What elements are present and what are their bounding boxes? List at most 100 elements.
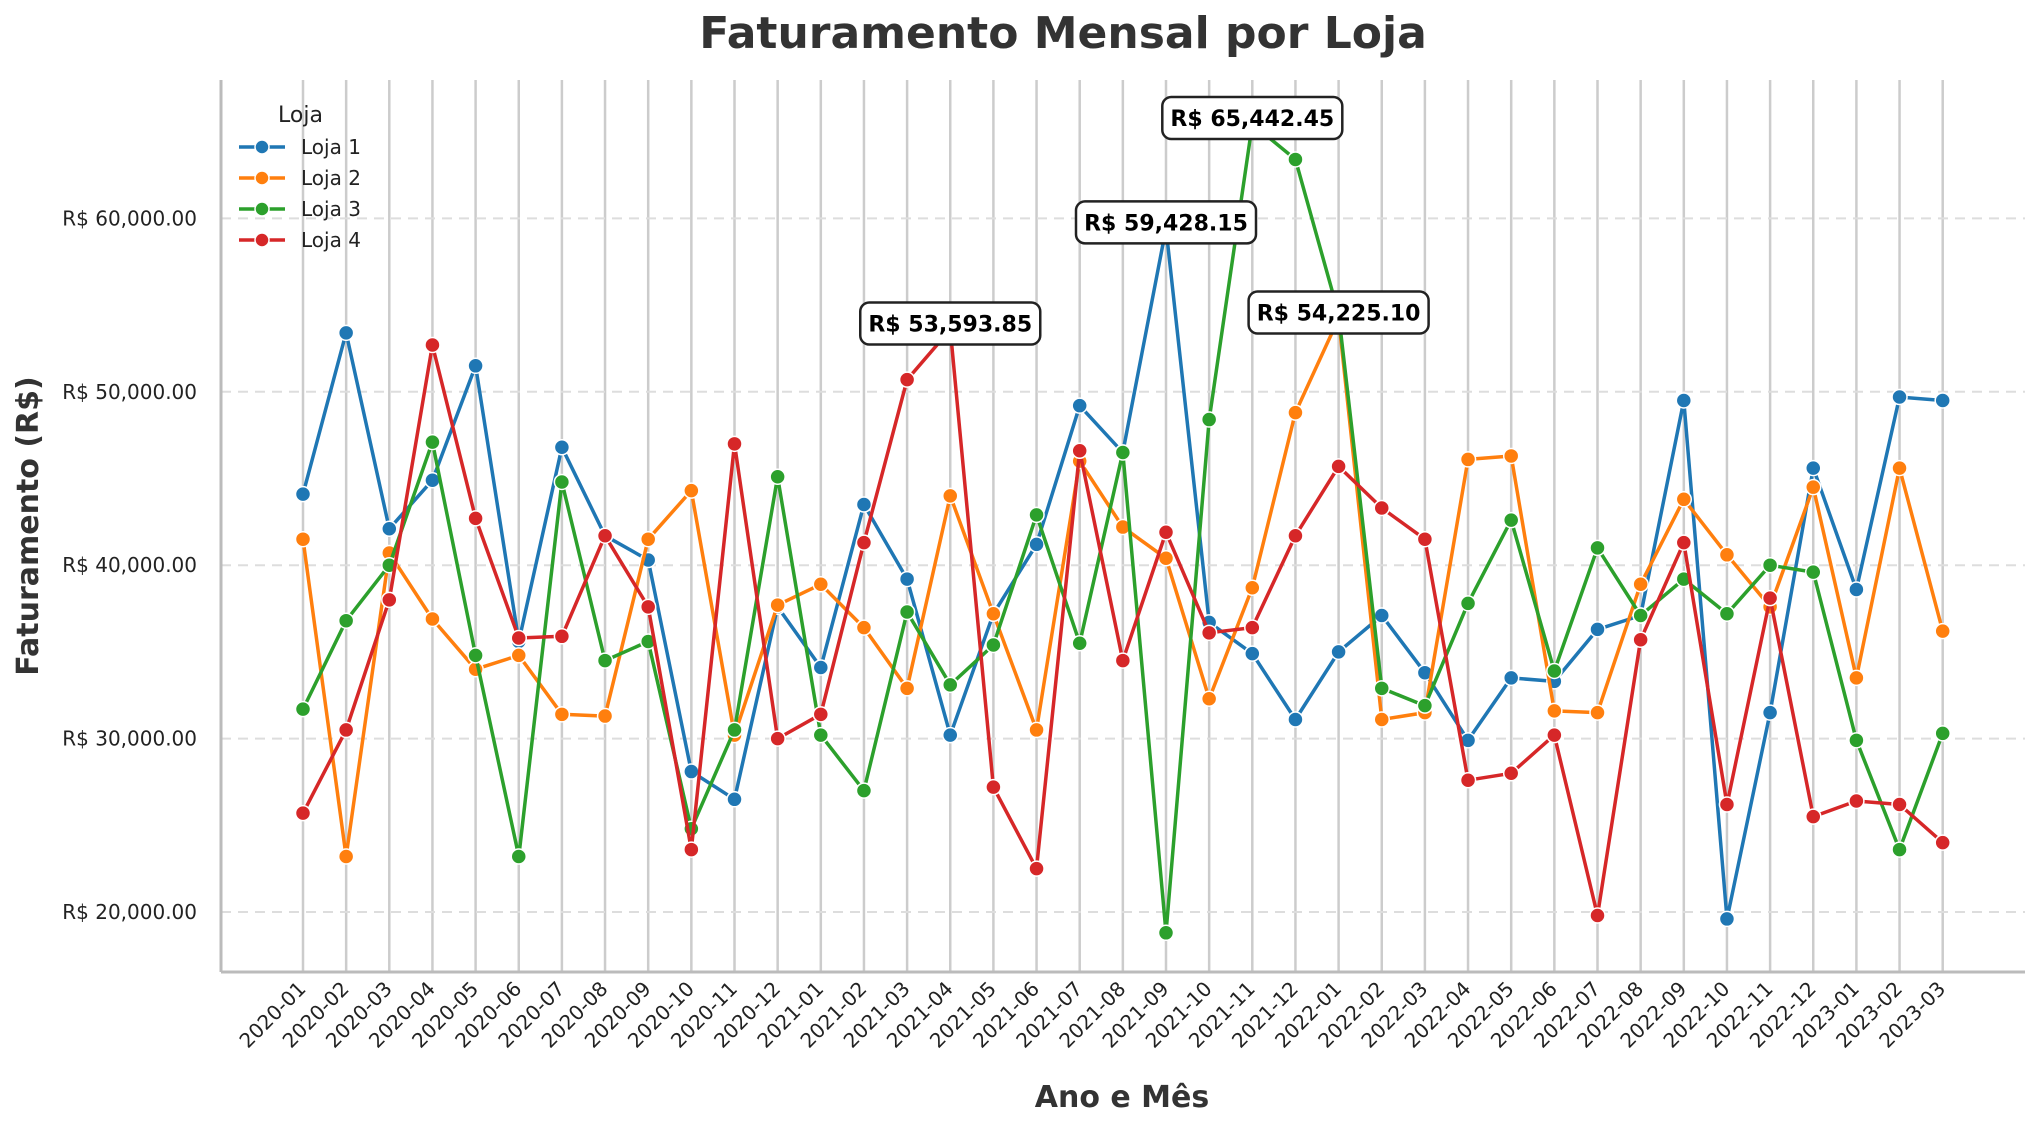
data-point	[1287, 404, 1304, 421]
data-point	[898, 371, 916, 388]
data-point	[510, 629, 527, 647]
y-tick-label: R$ 20,000.00	[62, 900, 197, 924]
data-point	[1891, 841, 1908, 858]
data-point	[467, 647, 484, 664]
data-point	[467, 510, 484, 527]
legend-marker	[254, 201, 270, 217]
data-point	[1114, 652, 1132, 669]
data-point	[1934, 834, 1951, 851]
data-point	[1891, 459, 1908, 477]
data-point	[596, 527, 614, 544]
data-point	[639, 598, 657, 616]
data-point	[812, 659, 830, 676]
data-point	[294, 804, 312, 822]
data-point	[1459, 595, 1477, 612]
legend-marker	[254, 170, 270, 186]
data-point	[1330, 458, 1347, 475]
data-point	[812, 706, 830, 723]
data-point	[1244, 579, 1261, 596]
annotation-label: R$ 59,428.15	[1084, 211, 1248, 236]
data-point	[381, 520, 398, 538]
data-point	[596, 707, 614, 725]
data-point	[1675, 534, 1693, 551]
data-point	[1718, 796, 1736, 813]
annotations: R$ 53,593.85 R$ 59,428.15 R$ 65,442.45 R$ 5…	[859, 95, 1430, 346]
x-axis-title: Ano e Mês	[1035, 1080, 1209, 1115]
data-point	[726, 435, 743, 453]
legend-label: Loja 1	[301, 135, 361, 159]
data-point	[1373, 711, 1390, 728]
data-point	[1761, 589, 1779, 607]
data-point	[337, 721, 355, 739]
data-point	[553, 439, 571, 456]
data-point	[1848, 581, 1865, 598]
data-point	[1502, 447, 1520, 465]
data-point	[1675, 491, 1693, 508]
y-tick-label: R$ 40,000.00	[62, 553, 197, 577]
data-point	[1848, 792, 1865, 810]
chart-title: Faturamento Mensal por Loja	[699, 8, 1427, 59]
data-point	[1287, 527, 1304, 544]
data-point	[510, 848, 527, 865]
data-point	[769, 468, 786, 486]
data-point	[337, 848, 355, 865]
data-point	[553, 706, 571, 723]
data-point	[1718, 605, 1736, 623]
data-point	[1675, 392, 1693, 409]
data-point	[1891, 388, 1908, 406]
data-point	[337, 324, 355, 342]
data-point	[942, 726, 959, 744]
series-group	[294, 321, 1951, 924]
data-point	[1200, 411, 1218, 428]
data-point	[1157, 924, 1175, 942]
data-point	[1416, 530, 1434, 548]
data-point	[985, 605, 1002, 623]
data-point	[942, 676, 959, 694]
data-point	[683, 841, 700, 858]
data-point	[1546, 726, 1563, 744]
y-tick-label: R$ 30,000.00	[62, 727, 197, 751]
data-point	[337, 612, 355, 629]
data-point	[855, 619, 873, 636]
data-point	[812, 576, 830, 593]
data-point	[1028, 721, 1045, 739]
data-point	[855, 534, 873, 551]
data-point	[855, 496, 873, 513]
series-group	[294, 115, 1951, 942]
y-axis-title: Faturamento (R$)	[11, 376, 46, 675]
data-point	[1502, 511, 1520, 529]
data-point	[1373, 499, 1390, 517]
annotation-box	[859, 301, 1042, 346]
legend-marker	[254, 139, 270, 155]
x-tick-labels: 2020-012020-022020-032020-042020-052020-…	[234, 977, 1950, 1053]
y-tick-label: R$ 60,000.00	[62, 206, 197, 230]
data-point	[639, 530, 657, 548]
data-point	[1589, 907, 1606, 924]
data-point	[1373, 607, 1390, 624]
data-point	[985, 636, 1002, 654]
data-point	[769, 730, 786, 747]
annotation-box	[1161, 95, 1344, 141]
data-point	[1632, 576, 1649, 593]
axes	[219, 80, 2025, 974]
data-point	[510, 647, 527, 664]
data-point	[683, 763, 700, 780]
data-point	[1934, 622, 1951, 640]
data-point	[424, 610, 441, 628]
data-point	[1805, 478, 1822, 496]
data-point	[1459, 451, 1477, 468]
data-point	[424, 433, 441, 451]
data-point	[985, 778, 1002, 796]
data-point	[1114, 444, 1132, 461]
data-point	[1632, 631, 1649, 649]
legend-label: Loja 3	[301, 197, 361, 221]
data-point	[1416, 697, 1434, 714]
data-point	[1934, 392, 1951, 409]
series-lines	[294, 115, 1951, 942]
data-point	[1287, 151, 1304, 168]
data-point	[683, 482, 700, 499]
data-point	[1805, 808, 1822, 825]
y-tick-label: R$ 50,000.00	[62, 380, 197, 404]
data-point	[1805, 459, 1822, 477]
